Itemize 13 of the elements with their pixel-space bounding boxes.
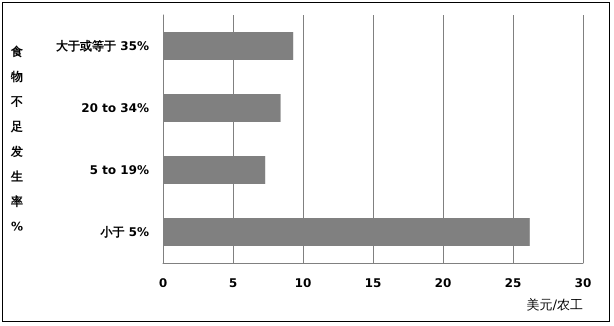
x-tick-label: 5: [228, 276, 238, 290]
x-axis-title: 美元/农工: [526, 297, 583, 313]
x-tick-label: 20: [434, 276, 452, 290]
y-tick-label: 大于或等于 35%: [56, 39, 149, 53]
x-tick-label: 15: [364, 276, 382, 290]
y-axis-title: 食物不足发生率%: [10, 44, 23, 234]
x-tick-label: 30: [574, 276, 592, 290]
x-tick-label: 0: [158, 276, 168, 290]
x-tick-label: 25: [504, 276, 522, 290]
x-tick-label: 10: [294, 276, 312, 290]
y-tick-label: 5 to 19%: [90, 163, 149, 177]
y-tick-label: 20 to 34%: [81, 101, 149, 115]
y-tick-label: 小于 5%: [99, 225, 149, 239]
